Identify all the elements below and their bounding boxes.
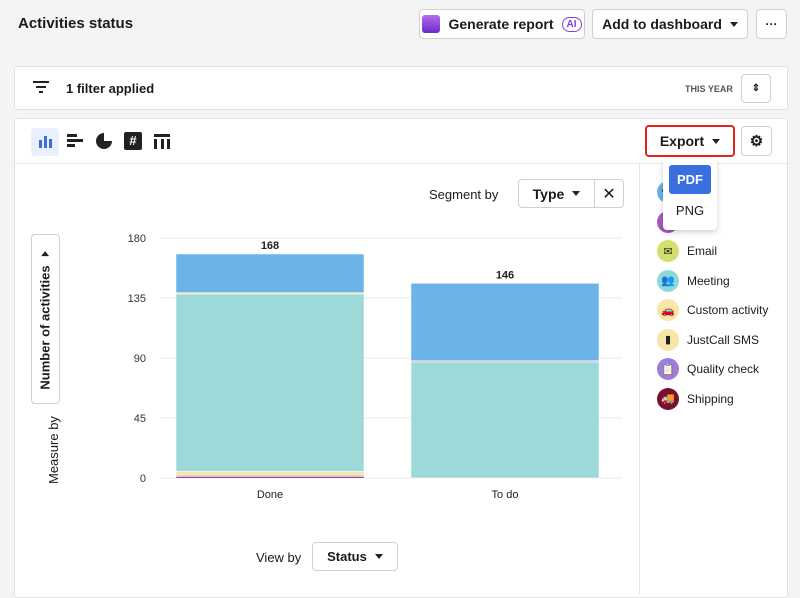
view-by-select[interactable]: Status <box>312 542 398 571</box>
export-label: Export <box>659 133 705 149</box>
bar-segment <box>410 361 600 479</box>
ai-badge: AI <box>561 16 582 32</box>
legend-label: Shipping <box>687 391 734 406</box>
clipboard-icon: 📋 <box>657 358 679 380</box>
filter-icon[interactable] <box>33 81 49 93</box>
stacked-bar-chart: 0 45 90 135 180 168 Done 146 To do <box>128 233 622 501</box>
chevron-down-icon <box>572 191 581 196</box>
report-icon <box>422 15 441 33</box>
y-tick-label: 180 <box>128 233 146 245</box>
add-to-dashboard-label: Add to dashboard <box>602 16 722 32</box>
filter-bar: 1 filter applied THIS YEAR ⇕ <box>14 66 788 110</box>
mobile-icon: ▮ <box>657 328 679 351</box>
legend-item[interactable]: ✉ Email <box>657 240 717 262</box>
bar-segment <box>175 253 365 293</box>
export-png-option[interactable]: PNG <box>675 203 705 218</box>
add-to-dashboard-button[interactable]: Add to dashboard <box>592 9 748 39</box>
y-tick-label: 45 <box>134 413 146 425</box>
x-tick-label: To do <box>492 489 519 501</box>
view-by-value: Status <box>327 549 367 564</box>
legend-label: JustCall SMS <box>687 332 760 347</box>
clear-segment-button[interactable]: ✕ <box>594 179 624 208</box>
measure-by-select[interactable]: Number of activities <box>31 234 60 404</box>
bar-total-label: 146 <box>496 269 514 281</box>
more-button[interactable]: ··· <box>756 9 787 39</box>
y-tick-label: 90 <box>134 353 146 365</box>
number-icon[interactable]: # <box>124 132 142 150</box>
bar-total-label: 168 <box>261 240 279 252</box>
export-menu: PDF PNG <box>663 160 717 230</box>
generate-report-button[interactable]: Generate report AI <box>419 9 585 39</box>
legend-label: Custom activity <box>687 303 769 317</box>
table-icon[interactable] <box>154 134 170 149</box>
settings-button[interactable]: ⚙ <box>741 126 772 156</box>
bar-segment <box>410 283 600 361</box>
bar-chart-icon[interactable] <box>31 128 59 156</box>
legend-item[interactable]: ▮ JustCall SMS <box>657 328 760 351</box>
x-tick-label: Done <box>257 489 283 501</box>
page-title: Activities status <box>18 15 134 32</box>
car-icon: 🚗 <box>657 299 679 321</box>
legend-label: Meeting <box>687 273 730 288</box>
chevron-down-icon <box>712 138 721 144</box>
period-label: THIS YEAR <box>685 84 733 94</box>
segment-by-select[interactable]: Type <box>518 179 595 208</box>
close-icon: ✕ <box>602 185 616 203</box>
legend-item[interactable]: 🚚 Shipping <box>657 387 734 410</box>
legend-label: Quality check <box>687 362 760 376</box>
generate-report-label: Generate report <box>448 16 554 32</box>
pie-chart-icon[interactable] <box>96 133 112 149</box>
legend-item[interactable]: 🚗 Custom activity <box>657 299 768 321</box>
truck-icon: 🚚 <box>657 387 679 410</box>
view-by-label: View by <box>256 550 302 565</box>
period-stepper[interactable]: ⇕ <box>741 74 771 103</box>
export-button[interactable]: Export <box>645 125 735 157</box>
meeting-icon: 👥 <box>657 269 679 292</box>
bar-segment <box>175 471 365 476</box>
chevron-down-icon <box>729 21 738 27</box>
legend-item[interactable]: 📋 Quality check <box>657 358 759 380</box>
filter-label[interactable]: 1 filter applied <box>66 81 155 96</box>
legend-label: Email <box>687 244 718 258</box>
chevron-down-icon <box>374 554 383 559</box>
y-tick-label: 135 <box>128 293 146 305</box>
gear-icon: ⚙ <box>749 133 764 150</box>
segment-by-value: Type <box>532 185 565 202</box>
email-icon: ✉ <box>657 240 679 262</box>
segment-by-label: Segment by <box>429 187 499 202</box>
legend-item[interactable]: 👥 Meeting <box>657 269 730 292</box>
horizontal-bar-icon[interactable] <box>67 134 83 147</box>
bar-segment <box>175 293 365 472</box>
export-pdf-option[interactable]: PDF <box>669 165 711 194</box>
y-tick-label: 0 <box>140 473 146 485</box>
